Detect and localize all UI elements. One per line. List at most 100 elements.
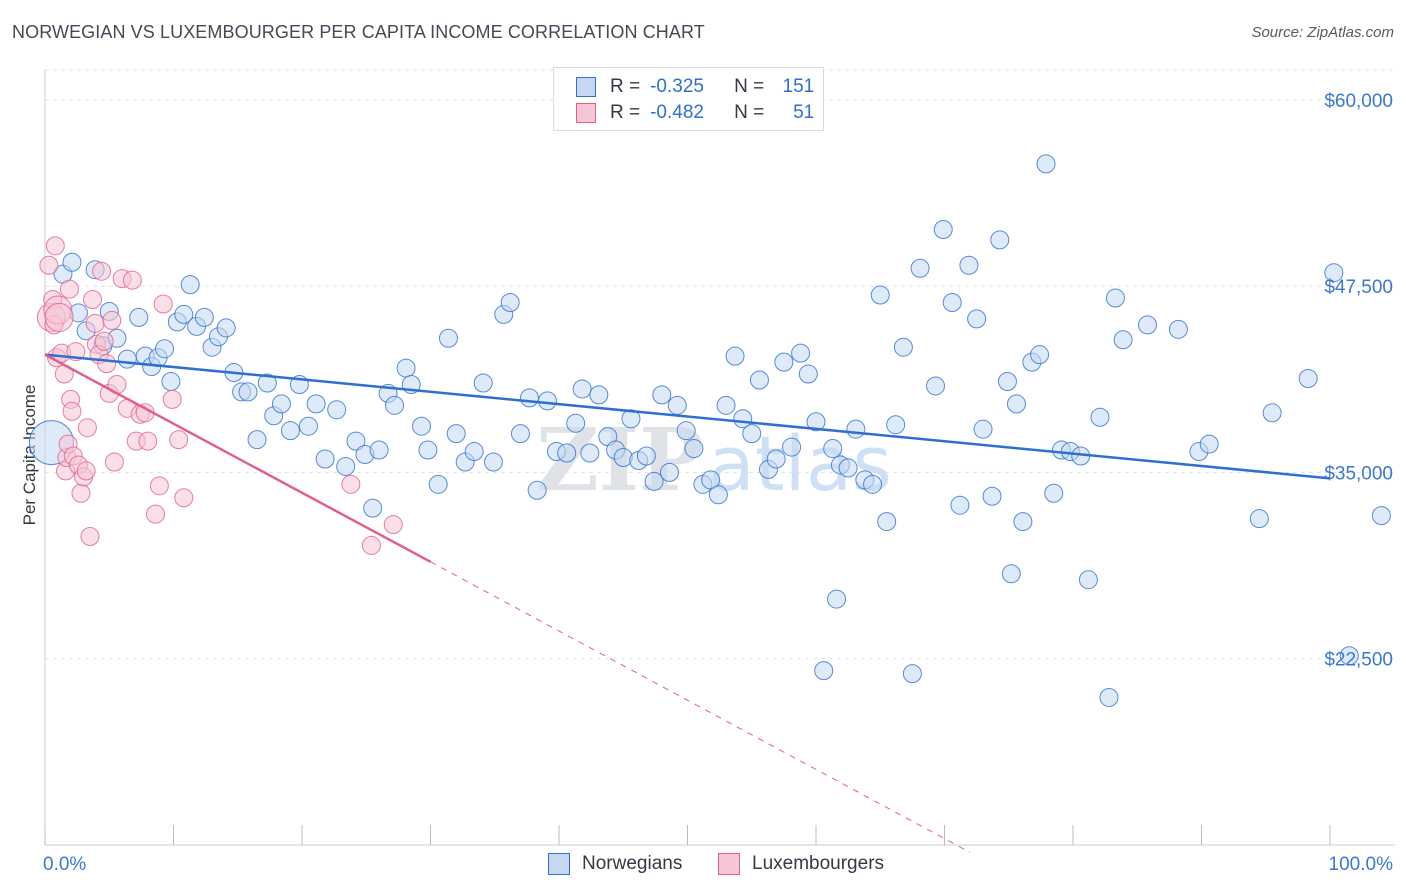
norwegian-point — [933, 219, 953, 239]
legend-swatch-pink — [576, 103, 596, 123]
norwegian-point — [716, 395, 736, 415]
norwegian-point — [572, 379, 592, 399]
norwegian-point — [967, 309, 987, 329]
legend-n-label: N = — [734, 102, 765, 123]
norwegian-point — [1168, 319, 1188, 339]
legend-item-norwegians[interactable]: Norwegians — [548, 852, 682, 876]
norwegian-point — [982, 486, 1002, 506]
norwegian-point — [483, 452, 503, 472]
norwegian-point — [621, 409, 641, 429]
norwegian-point — [1099, 687, 1119, 707]
norwegian-point — [174, 304, 194, 324]
norwegian-point — [396, 358, 416, 378]
luxembourger-point — [341, 474, 361, 494]
legend-swatch-pink — [718, 853, 740, 875]
legend-swatch-blue — [548, 853, 570, 875]
norwegian-point — [1001, 564, 1021, 584]
legend-r-value: -0.325 — [650, 76, 704, 97]
grid-lines — [45, 69, 1395, 660]
luxembourger-trend-line — [44, 353, 432, 563]
norwegian-point — [194, 307, 214, 327]
norwegian-point — [336, 456, 356, 476]
norwegian-point — [161, 371, 181, 391]
luxembourger-point — [92, 261, 112, 281]
legend-label-luxembourgers: Luxembourgers — [752, 853, 885, 874]
norwegian-point — [298, 416, 318, 436]
norwegian-point — [798, 364, 818, 384]
norwegian-point — [827, 589, 847, 609]
norwegian-point — [1078, 570, 1098, 590]
norwegian-point — [676, 421, 696, 441]
norwegian-point — [1006, 394, 1026, 414]
norwegian-point — [1262, 403, 1282, 423]
norwegian-point — [660, 462, 680, 482]
norwegian-point — [1105, 288, 1125, 308]
norwegian-point — [742, 424, 762, 444]
norwegian-point — [271, 394, 291, 414]
luxembourger-point — [138, 431, 158, 451]
trend-lines — [44, 353, 1331, 853]
norwegian-point — [180, 275, 200, 295]
legend-label-norwegians: Norwegians — [582, 853, 683, 874]
norwegian-point — [1013, 512, 1033, 532]
luxembourger-point — [44, 302, 74, 332]
luxembourger-trend-extension — [430, 561, 971, 853]
norwegian-point — [519, 388, 539, 408]
stats-legend: R = -0.325 N = 151 R = -0.482 N = 51 — [553, 67, 824, 131]
tick-labels: $22,500 $35,000 $47,500 $60,000 0.0% 100.0% — [43, 91, 1393, 875]
y-tick-label: $35,000 — [1324, 463, 1393, 484]
norwegian-point — [385, 395, 405, 415]
luxembourger-point — [39, 255, 59, 275]
legend-row-luxembourgers: R = -0.482 N = 51 — [576, 101, 814, 125]
luxembourger-point — [85, 313, 105, 333]
y-tick-label: $47,500 — [1324, 277, 1393, 298]
norwegian-trend-line — [44, 353, 1331, 480]
norwegian-point — [667, 395, 687, 415]
norwegian-point — [155, 339, 175, 359]
norwegian-point — [652, 385, 672, 405]
norwegian-point — [910, 258, 930, 278]
norwegian-point — [327, 400, 347, 420]
norwegian-point — [990, 230, 1010, 250]
norwegian-point — [1298, 369, 1318, 389]
norwegian-point — [363, 498, 383, 518]
norwegian-point — [315, 449, 335, 469]
norwegian-point — [997, 371, 1017, 391]
luxembourger-point — [146, 504, 166, 524]
norwegian-point — [247, 430, 267, 450]
chart-source: Source: ZipAtlas.com — [1251, 24, 1394, 41]
norwegian-point — [782, 437, 802, 457]
norwegian-point — [766, 449, 786, 469]
norwegian-point — [806, 412, 826, 432]
norwegian-point — [464, 442, 484, 462]
norwegian-point — [527, 480, 547, 500]
legend-row-norwegians: R = -0.325 N = 151 — [576, 75, 814, 99]
legend-n-value: 51 — [793, 102, 815, 123]
norwegian-point — [774, 352, 794, 372]
norwegian-point — [1036, 154, 1056, 174]
luxembourger-point — [71, 483, 91, 503]
luxembourger-point — [104, 452, 124, 472]
norwegian-point — [708, 485, 728, 505]
x-tick-label: 0.0% — [43, 854, 86, 875]
norwegian-point — [902, 664, 922, 684]
legend-r-label: R = — [610, 76, 641, 97]
legend-item-luxembourgers[interactable]: Luxembourgers — [718, 852, 884, 876]
norwegian-point — [62, 252, 82, 272]
norwegian-point — [838, 458, 858, 478]
norwegian-point — [893, 337, 913, 357]
norwegian-point — [306, 394, 326, 414]
norwegian-point — [238, 382, 258, 402]
norwegian-point — [346, 431, 366, 451]
norwegian-point — [1138, 315, 1158, 335]
norwegian-point — [823, 439, 843, 459]
x-tick-label: 100.0% — [1329, 854, 1394, 875]
norwegian-point — [877, 512, 897, 532]
norwegian-point — [1199, 434, 1219, 454]
norwegian-point — [814, 661, 834, 681]
norwegian-point — [959, 255, 979, 275]
norwegian-point — [1030, 345, 1050, 365]
norwegian-point — [701, 470, 721, 490]
norwegian-point — [412, 416, 432, 436]
luxembourger-point — [80, 526, 100, 546]
